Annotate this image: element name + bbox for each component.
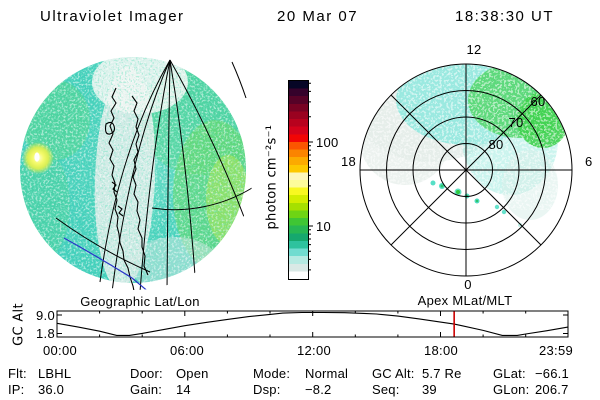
status-mode-label: Mode: <box>253 366 291 381</box>
colorbar-tick-label-10: 10 <box>316 219 332 234</box>
status-glon-value: 206.7 <box>535 382 569 397</box>
status-gcalt-value: 5.7 Re <box>422 366 462 381</box>
polar-grid <box>359 63 573 277</box>
meridian-line <box>169 59 197 290</box>
status-gcalt: GC Alt: 5.7 Re <box>372 366 462 381</box>
status-seq: Seq: 39 <box>372 382 437 397</box>
status-glat: GLat: −66.1 <box>493 366 569 381</box>
status-glon: GLon: 206.7 <box>493 382 569 397</box>
parallel-line <box>55 217 151 273</box>
status-ip: IP: 36.0 <box>8 382 64 397</box>
timeline-ytick-top: 9.0 <box>36 308 55 323</box>
timeline-xtick-12: 12:00 <box>296 343 332 358</box>
timeline-ylabel: GC Alt <box>11 303 27 346</box>
status-gcalt-label: GC Alt: <box>372 366 415 381</box>
status-glat-value: −66.1 <box>535 366 569 381</box>
colorbar-tick-label-100: 100 <box>316 135 339 150</box>
colorbar-gradient <box>288 80 309 280</box>
timeline-chart <box>56 310 569 338</box>
timeline-xtick-24: 23:59 <box>538 343 574 358</box>
polar-caption: Apex MLat/MLT <box>417 293 513 308</box>
status-gain-value: 14 <box>176 382 191 397</box>
grid-segment-outside-limb <box>231 61 247 99</box>
status-mode-value: Normal <box>305 366 349 381</box>
status-flt-value: LBHL <box>38 366 72 381</box>
geo-grid <box>55 59 253 290</box>
mlt-label-0: 0 <box>464 277 472 292</box>
status-flt-label: Flt: <box>8 366 27 381</box>
status-seq-value: 39 <box>422 382 437 397</box>
observation-time: 18:38:30 UT <box>455 8 555 25</box>
meridian-line <box>139 59 171 290</box>
status-ip-value: 36.0 <box>38 382 65 397</box>
parallel-line <box>151 187 253 211</box>
mlat-ring-label-80: 80 <box>488 137 504 152</box>
gc-alt-curve <box>56 311 568 336</box>
timeline-xtick-18: 18:00 <box>423 343 459 358</box>
status-door-value: Open <box>176 366 209 381</box>
status-door-label: Door: <box>130 366 163 381</box>
colorbar-unit-label: photon cm⁻²s⁻¹ <box>264 124 280 230</box>
status-seq-label: Seq: <box>372 382 400 397</box>
status-dsp-value: −8.2 <box>305 382 332 397</box>
disk-emission <box>20 57 246 283</box>
status-gain-label: Gain: <box>130 382 163 397</box>
status-door: Door: Open <box>130 366 209 381</box>
polar-plot <box>359 63 573 277</box>
mlt-label-18: 18 <box>340 154 356 169</box>
mlt-spoke-diag2 <box>390 94 542 246</box>
meridian-line <box>111 59 171 290</box>
status-dsp: Dsp: −8.2 <box>253 382 331 397</box>
dayglow-hotspot-core <box>34 152 40 162</box>
coastline <box>104 87 149 290</box>
meridian-line <box>169 59 247 223</box>
colorbar-minor-ticks <box>308 82 311 271</box>
disk-caption: Geographic Lat/Lon <box>80 294 200 309</box>
timeline-xtick-0: 00:00 <box>42 343 78 358</box>
mlat-ring-label-60: 60 <box>530 94 546 109</box>
timeline-axis-ticks <box>57 311 568 337</box>
app-title: Ultraviolet Imager <box>40 8 185 25</box>
mlat-ring-label-70: 70 <box>508 115 524 130</box>
status-ip-label: IP: <box>8 382 25 397</box>
mlt-label-12: 12 <box>466 42 482 57</box>
status-flt: Flt: LBHL <box>8 366 71 381</box>
status-mode: Mode: Normal <box>253 366 348 381</box>
status-dsp-label: Dsp: <box>253 382 281 397</box>
mlt-label-6: 6 <box>585 154 593 169</box>
observation-date: 20 Mar 07 <box>277 8 359 25</box>
meridian-line <box>166 59 171 290</box>
disk-speckle-green <box>20 57 246 283</box>
status-glat-label: GLat: <box>493 366 526 381</box>
orbit-track-line <box>63 237 151 290</box>
timeline-xtick-6: 06:00 <box>169 343 205 358</box>
timeline-ytick-bottom: 1.8 <box>36 326 55 341</box>
uv-disk-image <box>20 57 253 290</box>
status-glon-label: GLon: <box>493 382 530 397</box>
status-gain: Gain: 14 <box>130 382 191 397</box>
